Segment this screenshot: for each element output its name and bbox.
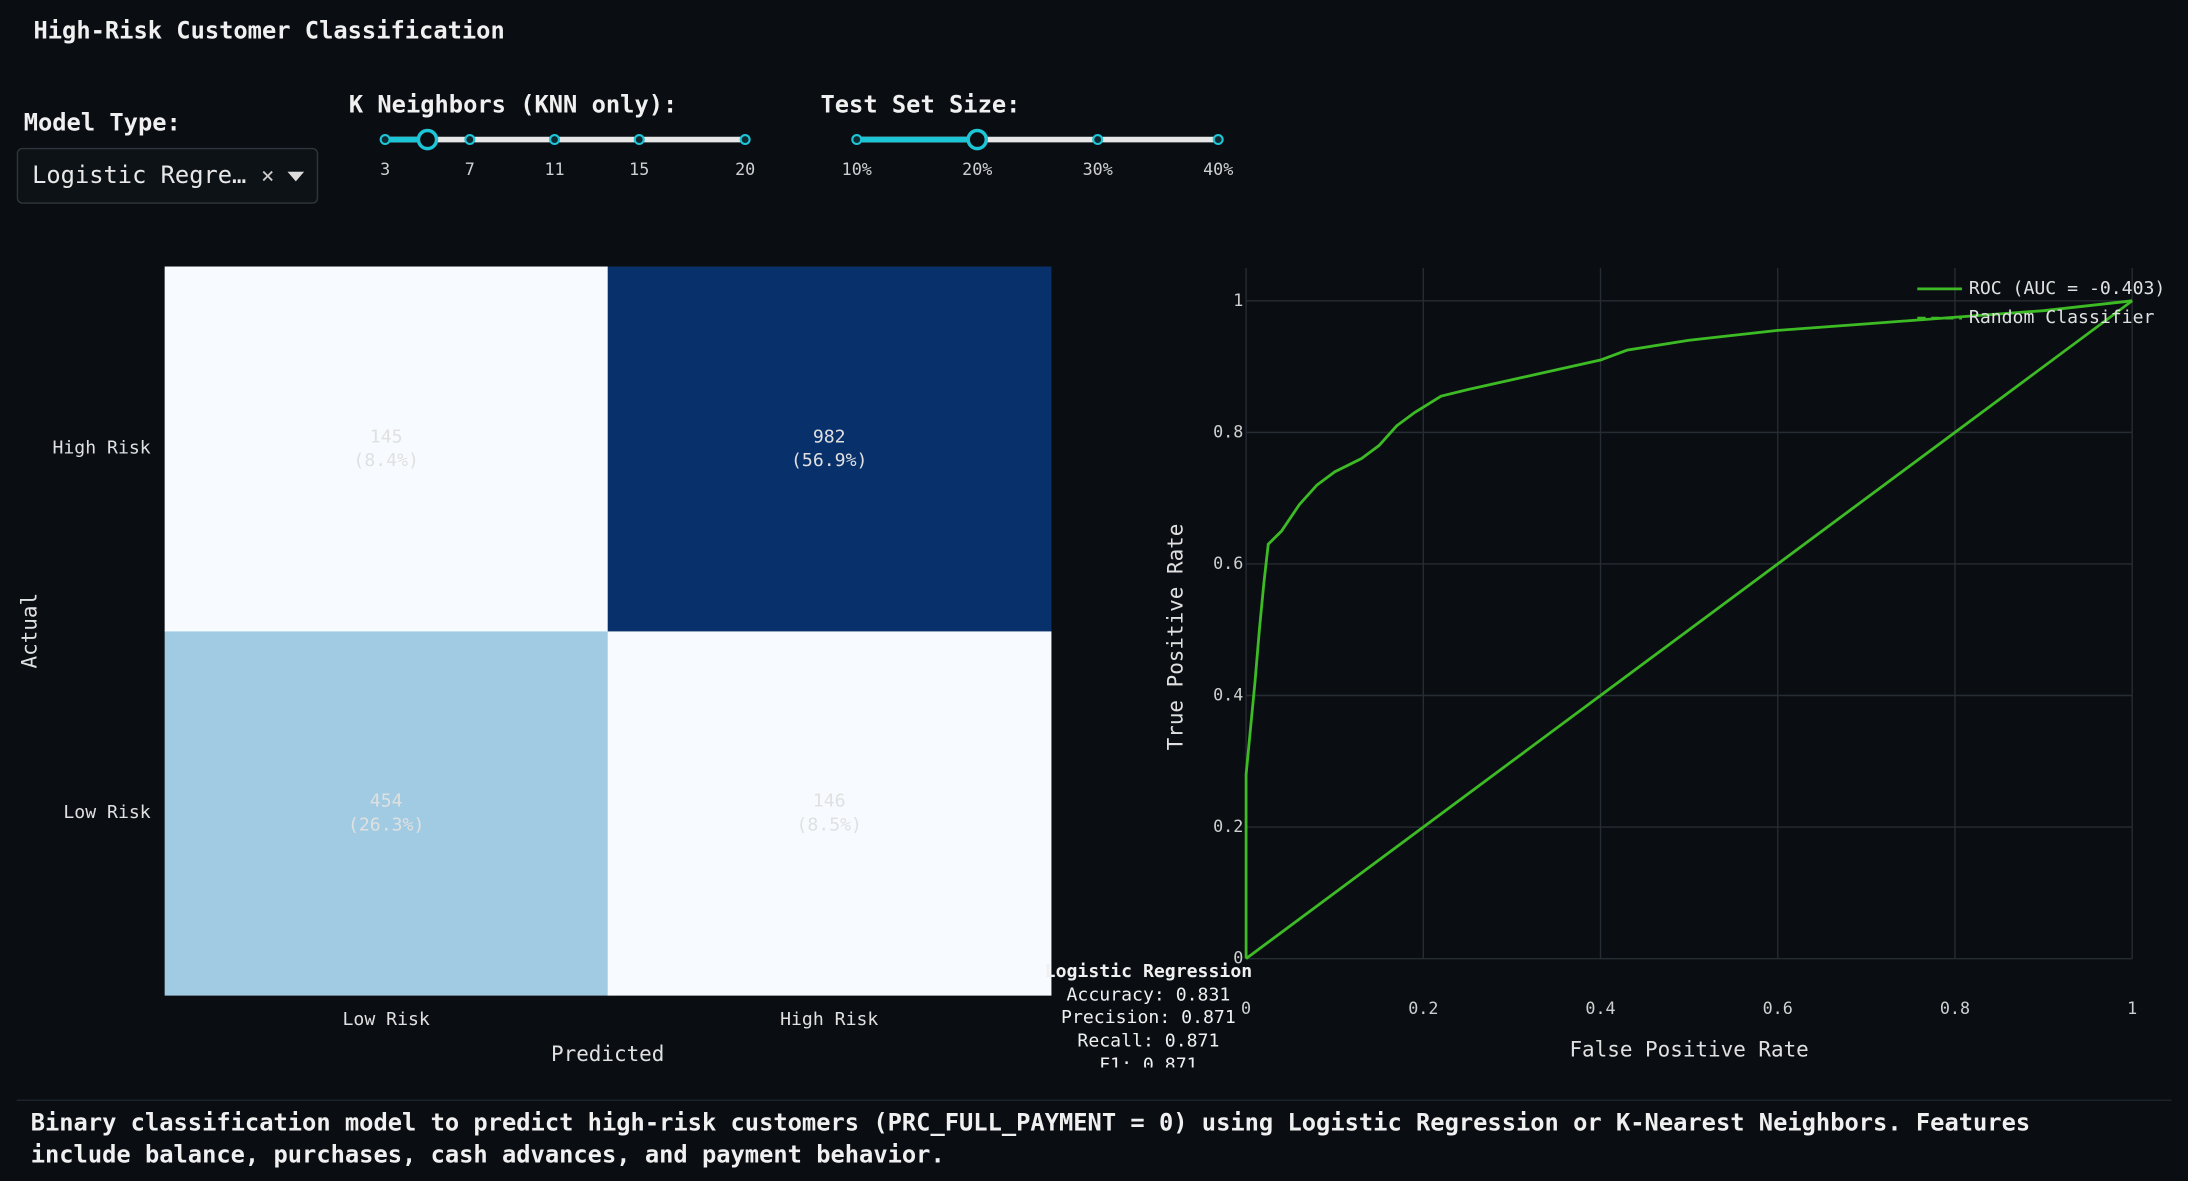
page-title: High-Risk Customer Classification [33, 17, 504, 45]
slider-mark [379, 134, 391, 146]
x-tick-label: 0.8 [1940, 998, 1970, 1018]
control-label: Test Set Size: [820, 91, 1020, 119]
metrics-model: Logistic Regression [1044, 961, 1253, 983]
cell-percent: (8.4%) [353, 450, 418, 471]
model-dropdown[interactable]: Logistic Regression × [16, 147, 319, 204]
legend-label: ROC (AUC = -0.403) [1969, 278, 2165, 299]
slider-mark [739, 134, 751, 146]
cell-count: 982 [813, 426, 846, 447]
y-tick-label: High Risk [52, 438, 150, 459]
slider-mark-label: 7 [465, 159, 475, 179]
slider-mark [1212, 134, 1224, 146]
dropdown-value: Logistic Regression [32, 161, 255, 190]
metric-line: Precision: 0.871 [1061, 1008, 1236, 1029]
y-tick-label: Low Risk [63, 802, 150, 823]
heatmap: 454(26.3%) 146(8.5%) 145 (8.4%) 982 (56.9%) Lo… [18, 266, 1052, 1066]
slider-mark [1092, 134, 1104, 146]
x-axis-title: False Positive Rate [1569, 1038, 1808, 1062]
slider-mark-label: 40% [1203, 159, 1233, 179]
y-tick-label: 0.4 [1213, 685, 1243, 705]
cell-count: 145 [370, 426, 403, 447]
cell-percent: (56.9%) [791, 450, 867, 471]
x-tick-label: 0 [1241, 998, 1251, 1018]
y-tick-label: 0.8 [1213, 421, 1243, 441]
y-tick-label: 1 [1233, 290, 1243, 310]
metrics-box: Logistic Regression Accuracy: 0.831 Preci… [1027, 961, 1270, 1067]
heatmap-cell [607, 266, 1052, 632]
metric-line: F1: 0.871 [1099, 1054, 1198, 1068]
slider-handle[interactable] [416, 128, 439, 151]
cell-count: 146 [813, 791, 846, 812]
slider-mark [633, 134, 645, 146]
slider-mark [464, 134, 476, 146]
heatmap-cell [164, 266, 609, 632]
metric-line: Accuracy: 0.831 [1066, 984, 1231, 1006]
clear-icon[interactable]: × [260, 161, 275, 189]
x-tick-label: 1 [2127, 998, 2137, 1018]
caret-icon[interactable] [287, 171, 305, 183]
control-label: K Neighbors (KNN only): [349, 91, 677, 119]
slider-mark-label: 10% [842, 159, 872, 179]
slider-handle[interactable] [966, 128, 989, 151]
slider-mark [851, 134, 863, 146]
y-tick-label: 0.6 [1213, 553, 1243, 573]
series-line [1244, 299, 2133, 959]
y-axis-title: True Positive Rate [1163, 524, 1187, 751]
roc-chart: 0 0.2 0.4 0.6 0.8 1 0 0.2 0.4 0.6 0.8 1 False Positi… [1163, 267, 2165, 1062]
y-axis-title: Actual [18, 593, 42, 669]
series-line [1245, 299, 2134, 960]
x-tick-label: 0.4 [1585, 998, 1615, 1018]
slider-mark-label: 15 [629, 159, 649, 179]
metric-line: Recall: 0.871 [1077, 1031, 1220, 1053]
heatmap-cell [164, 630, 609, 996]
cell-count: 454 [370, 791, 403, 812]
control-label: Model Type: [24, 109, 181, 137]
heatmap-cell [607, 630, 1052, 996]
sliders: 3 7 11 15 20 10% 20% 30% 40% [379, 128, 1233, 179]
slider-mark-label: 11 [544, 159, 564, 179]
y-tick-label: 0 [1233, 948, 1243, 968]
cell-percent: (8.5%) [796, 814, 861, 835]
x-tick-label: 0.2 [1408, 998, 1438, 1018]
x-tick-label: Low Risk [343, 1009, 430, 1030]
x-tick-label: 0.6 [1763, 998, 1793, 1018]
legend-label: Random Classifier [1969, 307, 2155, 328]
separator [16, 1099, 2172, 1101]
cell-percent: (26.3%) [348, 814, 424, 835]
slider-mark-label: 30% [1083, 159, 1113, 179]
x-tick-label: High Risk [780, 1009, 878, 1030]
slider-mark [549, 134, 561, 146]
slider-mark-label: 20 [735, 159, 755, 179]
y-tick-label: 0.2 [1213, 816, 1243, 836]
slider-mark-label: 20% [962, 159, 992, 179]
slider-mark-label: 3 [380, 159, 390, 179]
x-axis-title: Predicted [551, 1042, 664, 1066]
description: Binary classification model to predict h… [30, 1109, 2031, 1170]
